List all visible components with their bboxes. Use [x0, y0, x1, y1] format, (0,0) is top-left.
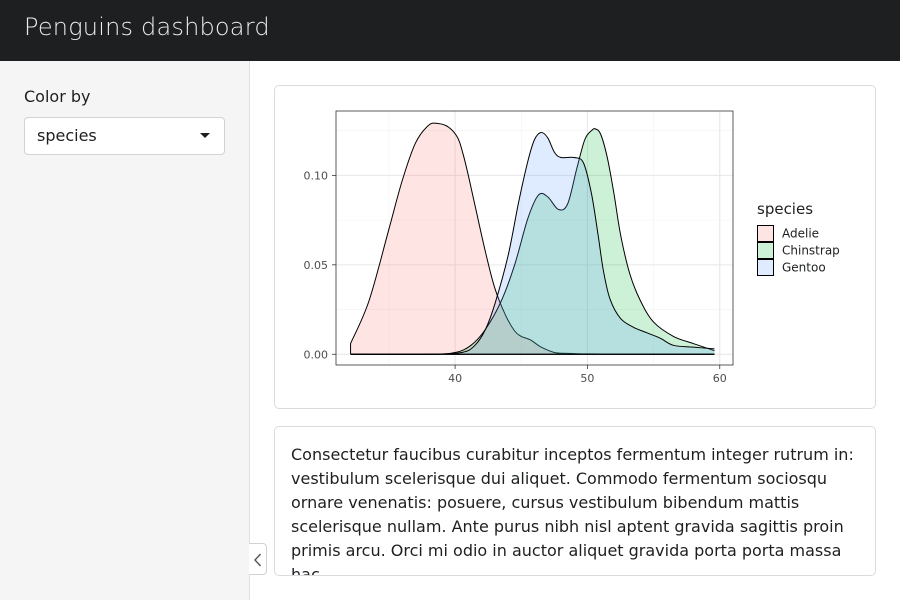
y-tick-label: 0.00	[304, 348, 329, 361]
plot-panel	[336, 111, 733, 365]
page-title: Penguins dashboard	[24, 13, 270, 41]
color-by-select-value: species	[37, 126, 97, 145]
density-area-gentoo	[350, 132, 715, 355]
density-plot: 40 50 60 0.00 0.05 0.10 species Adelie Chinstra…	[304, 110, 840, 385]
legend-key-bg	[757, 242, 774, 259]
legend-key-gentoo	[757, 259, 774, 276]
legend-label-adelie: Adelie	[782, 227, 819, 241]
chevron-left-icon	[254, 553, 262, 567]
caret-down-icon	[198, 127, 212, 143]
legend-title: species	[757, 200, 813, 218]
sidebar-collapse-button[interactable]	[249, 543, 267, 575]
legend-key-chinstrap	[757, 242, 774, 259]
text-card: Consectetur faucibus curabitur inceptos …	[274, 426, 876, 576]
color-by-select[interactable]: species	[24, 117, 225, 155]
legend-key-bg	[757, 225, 774, 242]
x-tick-label: 50	[580, 372, 594, 385]
legend-key-bg	[757, 259, 774, 276]
legend-label-chinstrap: Chinstrap	[782, 244, 840, 258]
top-navbar: Penguins dashboard	[0, 0, 900, 61]
density-area-chinstrap	[350, 128, 715, 355]
body-paragraph: Consectetur faucibus curabitur inceptos …	[291, 445, 854, 576]
density-area-adelie	[350, 123, 715, 355]
x-tick-label: 40	[448, 372, 462, 385]
density-line-adelie	[350, 122, 715, 355]
legend-label-gentoo: Gentoo	[782, 261, 826, 275]
sidebar: Color by species	[0, 61, 250, 600]
color-by-label: Color by	[24, 87, 91, 106]
legend-key-adelie	[757, 225, 774, 242]
plot-card: 40 50 60 0.00 0.05 0.10 species Adelie Chinstra…	[274, 85, 876, 409]
y-tick-label: 0.05	[304, 259, 329, 272]
x-tick-label: 60	[713, 372, 727, 385]
y-tick-label: 0.10	[304, 169, 329, 182]
density-line-gentoo	[350, 131, 715, 355]
